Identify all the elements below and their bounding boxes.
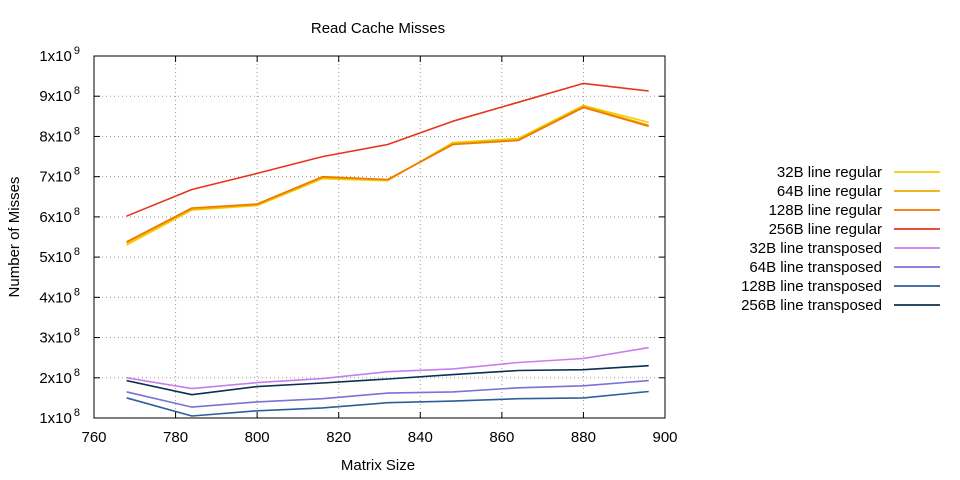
legend-label: 32B line regular: [777, 164, 882, 181]
x-tick-label: 760: [81, 429, 106, 446]
y-tick-label: 9x10 8: [39, 85, 80, 105]
grid: [94, 56, 665, 418]
y-tick-label: 1x10 9: [39, 45, 80, 65]
y-tick-label: 5x10 8: [39, 246, 80, 266]
y-tick-label: 8x10 8: [39, 125, 80, 145]
y-tick-label: 6x10 8: [39, 206, 80, 226]
x-tick-label: 840: [408, 429, 433, 446]
y-tick-label: 2x10 8: [39, 367, 80, 387]
x-tick-label: 780: [163, 429, 188, 446]
legend: 32B line regular 64B line regular 128B lin…: [741, 164, 940, 314]
y-tick-label: 4x10 8: [39, 286, 80, 306]
y-tick-label: 7x10 8: [39, 166, 80, 186]
series-line: [126, 364, 649, 396]
x-axis-label: Matrix Size: [341, 457, 415, 474]
y-tick-label: 1x10 8: [39, 407, 80, 427]
series-line: [126, 390, 649, 417]
x-tick-label: 800: [245, 429, 270, 446]
y-axis-label: Number of Misses: [6, 177, 23, 298]
series-lines: [126, 82, 649, 417]
legend-label: 64B line regular: [777, 183, 882, 200]
legend-label: 256B line transposed: [741, 297, 882, 314]
x-tick-label: 900: [652, 429, 677, 446]
plot-frame: [93, 55, 666, 419]
series-line: [126, 105, 649, 244]
legend-label: 128B line regular: [769, 202, 882, 219]
series-line: [126, 379, 649, 408]
legend-label: 64B line transposed: [749, 259, 882, 276]
legend-label: 32B line transposed: [749, 240, 882, 257]
x-tick-label: 880: [571, 429, 596, 446]
axis-ticks: 760 780 800 820 840 860 880 900 1x10 8 2x10 8 3x10 8 4…: [39, 45, 677, 446]
series-line: [126, 82, 649, 217]
x-tick-label: 860: [489, 429, 514, 446]
series-line: [126, 106, 649, 243]
legend-label: 128B line transposed: [741, 278, 882, 295]
x-tick-label: 820: [326, 429, 351, 446]
legend-label: 256B line regular: [769, 221, 882, 238]
chart-title: Read Cache Misses: [311, 20, 445, 37]
series-line: [126, 104, 649, 246]
y-tick-label: 3x10 8: [39, 327, 80, 347]
series-line: [126, 346, 649, 390]
